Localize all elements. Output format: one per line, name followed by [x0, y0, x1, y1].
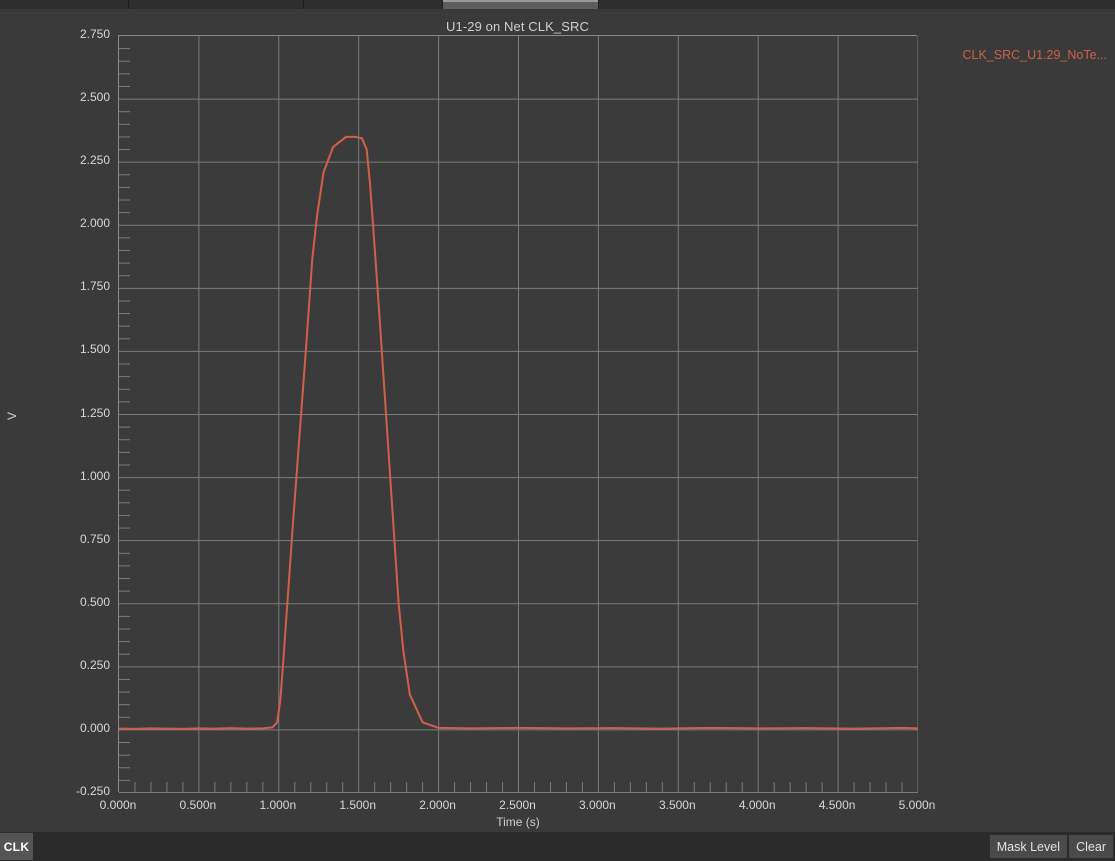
- window-tab-1[interactable]: [0, 0, 128, 9]
- y-tick-label: 0.250: [79, 657, 110, 672]
- x-tick-label: 1.000n: [259, 798, 297, 812]
- x-axis-label: Time (s): [496, 815, 540, 829]
- window-tab-4[interactable]: [443, 0, 598, 11]
- mask-level-button[interactable]: Mask Level: [989, 835, 1067, 858]
- x-tick-label: 1.500n: [339, 798, 377, 812]
- y-tick-label: 0.000: [79, 720, 110, 735]
- x-tick-label: 0.000n: [99, 798, 137, 812]
- plot-area[interactable]: [118, 35, 918, 793]
- clear-button[interactable]: Clear: [1069, 835, 1113, 858]
- chart-title: U1-29 on Net CLK_SRC: [446, 19, 589, 34]
- y-axis-label: V: [5, 412, 19, 421]
- y-tick-label: 2.000: [79, 216, 110, 231]
- y-tick-label: 0.750: [79, 531, 110, 546]
- x-tick-label: 2.500n: [499, 798, 536, 812]
- tab-divider: [598, 0, 599, 9]
- y-tick-label: 2.500: [79, 90, 110, 105]
- y-tick-label: 2.750: [79, 27, 110, 41]
- chart-legend-entry[interactable]: CLK_SRC_U1.29_NoTe...: [962, 48, 1107, 62]
- window-tab-2[interactable]: [129, 0, 303, 9]
- window-tab-3[interactable]: [304, 0, 442, 9]
- grid-minor-ticks: [119, 48, 903, 793]
- tab-divider: [442, 0, 443, 9]
- waveform-trace: [119, 135, 918, 730]
- y-tick-label: 1.750: [79, 279, 110, 294]
- window-tab-5[interactable]: [599, 0, 1115, 9]
- y-tick-label: 2.250: [79, 153, 110, 168]
- status-bar: CLK Mask Level Clear: [0, 832, 1115, 861]
- window-tab-strip[interactable]: [0, 0, 1115, 11]
- waveform-plot[interactable]: [119, 36, 918, 793]
- x-tick-label: 4.000n: [738, 798, 776, 812]
- grid-major-lines: [119, 36, 918, 793]
- tab-divider: [128, 0, 129, 9]
- chart-panel: U1-29 on Net CLK_SRC CLK_SRC_U1.29_NoTe.…: [0, 9, 1115, 832]
- statusbar-tab-clk[interactable]: CLK: [0, 833, 33, 860]
- y-tick-label: 1.250: [79, 405, 110, 420]
- x-tick-label: 0.500n: [179, 798, 217, 812]
- x-tick-label: 3.000n: [579, 798, 616, 812]
- y-tick-label: -0.250: [75, 784, 110, 798]
- x-tick-label: 2.000n: [419, 798, 456, 812]
- waveform-trace-group: [119, 135, 918, 730]
- x-tick-label: 5.000n: [898, 798, 936, 812]
- y-tick-label: 1.500: [79, 342, 110, 357]
- x-tick-label: 4.500n: [818, 798, 856, 812]
- x-tick-label: 3.500n: [658, 798, 696, 812]
- tab-divider: [303, 0, 304, 9]
- y-tick-label: 1.000: [79, 468, 110, 483]
- y-tick-label: 0.500: [79, 594, 110, 609]
